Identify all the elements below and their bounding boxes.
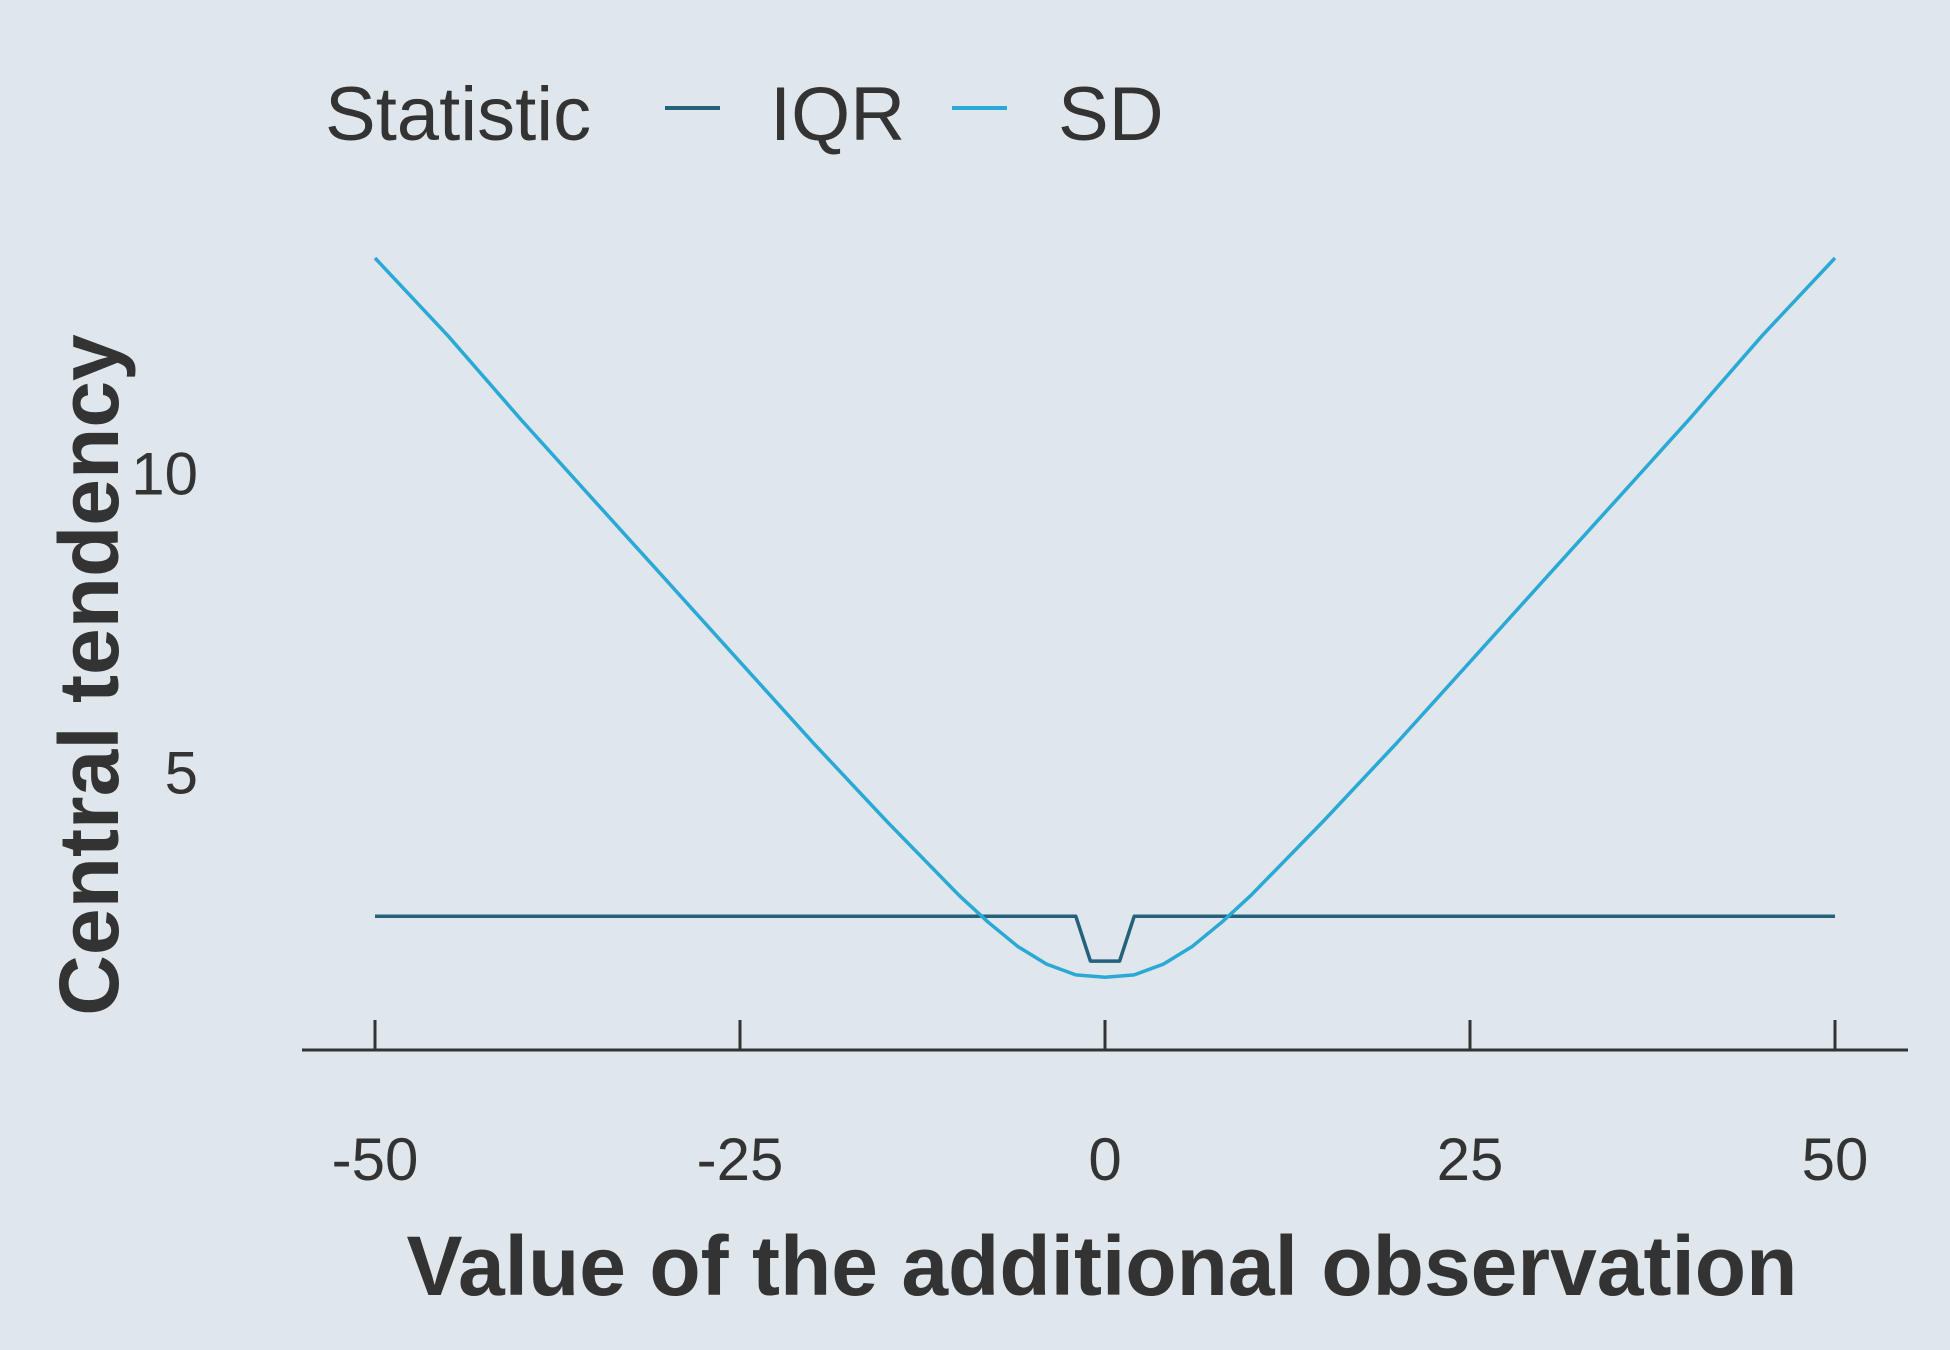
x-tick-label: -50: [332, 1126, 419, 1193]
series-line-sd: [373, 256, 1837, 980]
legend-label-iqr: IQR: [770, 72, 905, 157]
legend-title: Statistic: [325, 72, 591, 157]
x-tick-label: 50: [1802, 1126, 1869, 1193]
y-axis-title: Central tendency: [42, 334, 136, 1016]
x-tick-label: -25: [697, 1126, 784, 1193]
y-tick-label: 5: [165, 740, 198, 807]
x-tick-label: 25: [1437, 1126, 1504, 1193]
legend: Statistic IQR SD: [325, 72, 1164, 157]
x-axis-title: Value of the additional observation: [407, 1219, 1798, 1313]
y-tick-label: 10: [131, 440, 198, 507]
x-axis-ticks: -50 -25 0 25 50: [332, 1020, 1869, 1193]
series-line-iqr: [375, 914, 1835, 963]
x-tick-label: 0: [1088, 1126, 1121, 1193]
y-axis-ticks: 5 10: [131, 440, 198, 806]
legend-label-sd: SD: [1058, 72, 1164, 157]
series-layer: [373, 256, 1837, 980]
